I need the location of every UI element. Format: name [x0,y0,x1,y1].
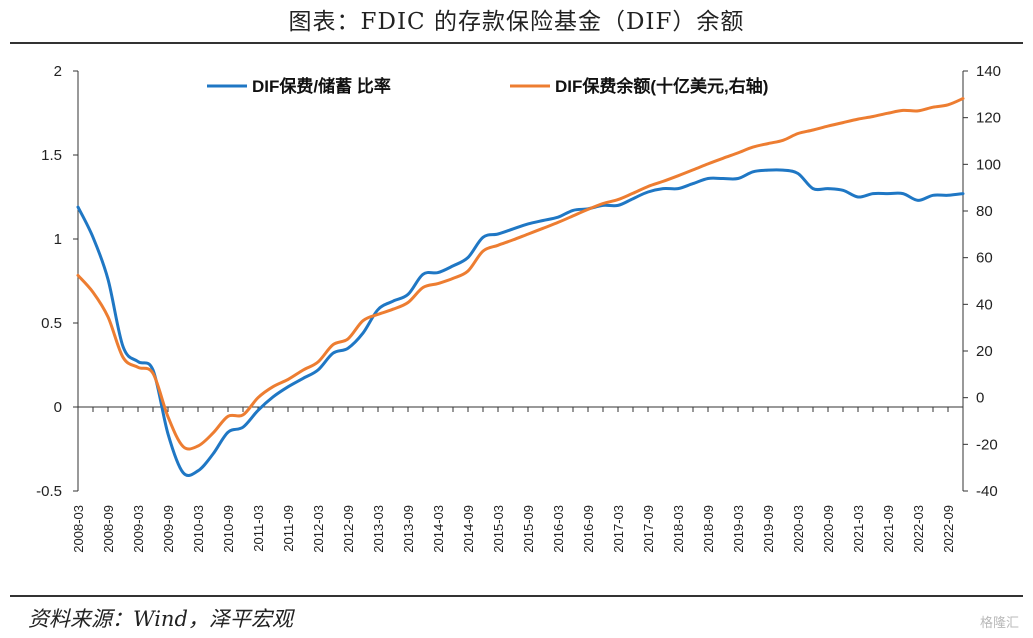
x-tick-label: 2014-09 [461,505,476,553]
x-tick-label: 2018-03 [671,505,686,553]
x-tick-label: 2013-03 [371,505,386,553]
x-tick-label: 2008-09 [101,505,116,553]
x-tick-label: 2009-03 [131,505,146,553]
y-left-tick-label: 1.5 [41,147,62,164]
y-left-tick-label: 0 [54,399,62,416]
chart-title: 图表：FDIC 的存款保险基金（DIF）余额 [288,9,745,35]
y-left-tick-label: -0.5 [36,483,62,500]
watermark-logo: 格隆汇 [979,616,1019,631]
bottom-rule [10,595,1023,597]
y-right-tick-label: 60 [976,250,993,267]
x-tick-label: 2020-09 [821,505,836,553]
x-tick-label: 2021-03 [851,505,866,553]
x-tick-label: 2022-09 [941,505,956,553]
y-left-tick-label: 1 [54,231,62,248]
x-tick-label: 2016-03 [551,505,566,553]
x-tick-label: 2011-03 [251,505,266,552]
y-right-tick-label: 40 [976,296,993,313]
x-tick-label: 2010-09 [221,505,236,553]
legend-label-1: DIF保费/储蓄 比率 [252,76,391,96]
x-tick-label: 2021-09 [881,505,896,553]
y-right-tick-label: -20 [976,436,998,453]
x-tick-label: 2019-03 [731,505,746,553]
x-tick-label: 2018-09 [701,505,716,553]
x-tick-label: 2014-03 [431,505,446,553]
legend-label-2: DIF保费余额(十亿美元,右轴) [555,76,768,96]
x-tick-label: 2008-03 [71,505,86,553]
y-right-tick-label: 140 [976,63,1001,80]
x-tick-label: 2015-03 [491,505,506,553]
x-tick-label: 2010-03 [191,505,206,553]
y-right-tick-label: 0 [976,390,984,407]
x-tick-label: 2022-03 [911,505,926,553]
x-tick-label: 2019-09 [761,505,776,553]
x-tick-label: 2016-09 [581,505,596,553]
y-right-tick-label: 100 [976,156,1001,173]
y-right-tick-label: -40 [976,483,998,500]
x-tick-label: 2015-09 [521,505,536,553]
x-tick-label: 2012-03 [311,505,326,553]
y-right-tick-label: 120 [976,110,1001,127]
series-line-2 [76,97,965,451]
x-tick-label: 2013-09 [401,505,416,553]
x-tick-label: 2009-09 [161,505,176,553]
y-right-tick-label: 80 [976,203,993,220]
x-tick-label: 2011-09 [281,505,296,552]
top-rule [10,42,1023,44]
x-tick-label: 2020-03 [791,505,806,553]
x-tick-label: 2017-03 [611,505,626,553]
x-tick-label: 2012-09 [341,505,356,553]
source-note: 资料来源：Wind，泽平宏观 [28,607,293,631]
series-line-1 [76,168,965,477]
x-tick-label: 2017-09 [641,505,656,553]
y-left-tick-label: 2 [54,63,62,80]
y-left-tick-label: 0.5 [41,315,62,332]
y-right-tick-label: 20 [976,343,993,360]
